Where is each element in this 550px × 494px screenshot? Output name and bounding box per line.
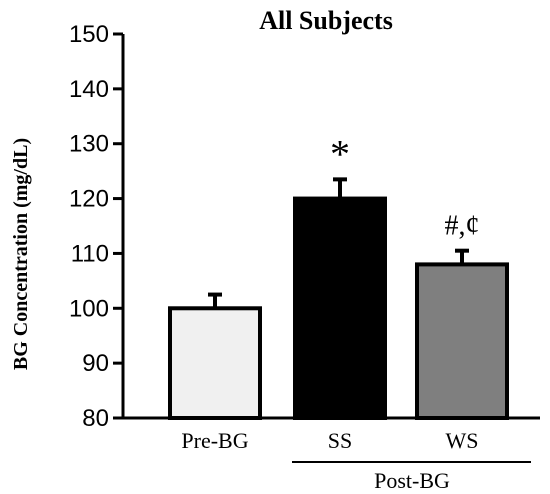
y-tick-label: 150 bbox=[69, 21, 109, 48]
y-tick-label: 90 bbox=[82, 350, 109, 377]
x-tick-label: WS bbox=[446, 428, 479, 453]
y-tick-label: 80 bbox=[82, 405, 109, 432]
significance-marker: #,¢ bbox=[445, 211, 480, 242]
x-tick-label: Pre-BG bbox=[181, 428, 248, 453]
plot-area: 80 90 100 110 120 130 140 150 Pre-BG SS * WS #,¢ Post… bbox=[69, 21, 540, 493]
y-tick-label: 130 bbox=[69, 131, 109, 158]
y-tick-label: 140 bbox=[69, 76, 109, 103]
y-tick-label: 120 bbox=[69, 186, 109, 213]
bar bbox=[415, 262, 509, 420]
y-tick-label: 110 bbox=[71, 240, 109, 267]
y-axis-label: BG Concentration (mg/dL) bbox=[10, 138, 32, 370]
bar bbox=[168, 306, 262, 420]
significance-marker: * bbox=[330, 131, 350, 176]
bar bbox=[293, 196, 387, 420]
y-tick-label: 100 bbox=[69, 295, 109, 322]
x-tick-label: SS bbox=[328, 428, 352, 453]
chart-title: All Subjects bbox=[259, 6, 393, 35]
group-label: Post-BG bbox=[374, 468, 450, 493]
